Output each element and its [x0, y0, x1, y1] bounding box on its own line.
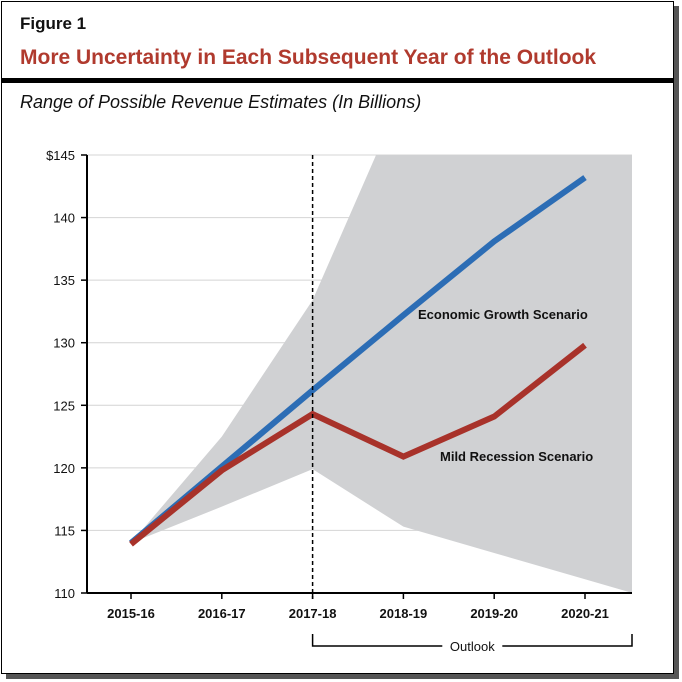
y-tick-label: 115: [54, 523, 75, 538]
x-tick-label: 2020-21: [561, 606, 609, 621]
y-tick-label: $145: [46, 148, 75, 163]
y-tick-label: 125: [53, 398, 75, 413]
uncertainty-range-band: [131, 155, 632, 593]
series-line-mild-recession: [129, 342, 587, 547]
y-tick-label: 130: [53, 336, 75, 351]
x-tick-label: 2017-18: [289, 606, 337, 621]
x-tick-label: 2015-16: [107, 606, 155, 621]
y-tick-label: 110: [54, 586, 75, 601]
series-label-economic-growth: Economic Growth Scenario: [418, 307, 588, 322]
x-tick-label: 2019-20: [470, 606, 518, 621]
y-tick-label: 120: [53, 461, 75, 476]
figure-label: Figure 1: [20, 14, 87, 33]
outlook-label-bg: [442, 637, 503, 655]
chart-subtitle: Range of Possible Revenue Estimates (In …: [20, 92, 422, 112]
series-label-mild-recession: Mild Recession Scenario: [440, 449, 593, 464]
title-rule: [2, 78, 673, 83]
outlook-label: Outlook: [450, 639, 495, 654]
x-tick-label: 2016-17: [198, 606, 246, 621]
y-tick-label: 135: [53, 273, 75, 288]
x-tick-label: 2018-19: [380, 606, 428, 621]
figure-title: More Uncertainty in Each Subsequent Year…: [20, 46, 597, 69]
y-tick-label: 140: [53, 211, 75, 226]
